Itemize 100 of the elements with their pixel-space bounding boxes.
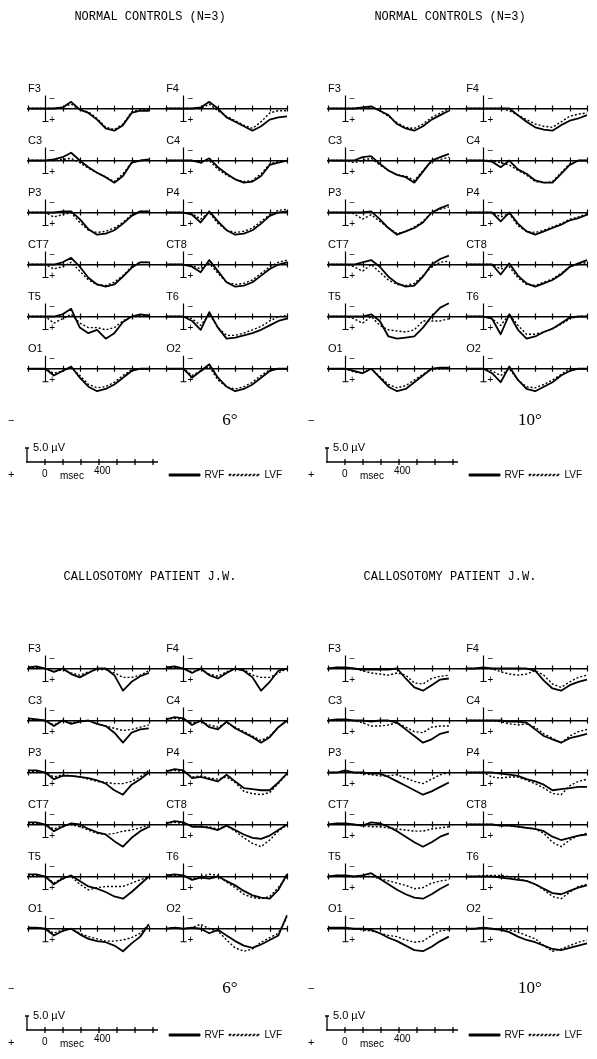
annotation: +	[49, 882, 56, 894]
text: 5.0 µV	[33, 441, 66, 453]
text: F3	[328, 81, 341, 94]
text: 400	[394, 1033, 411, 1044]
legend-label: LVF	[564, 468, 583, 480]
annotation: +	[349, 218, 356, 230]
text: T5	[28, 849, 41, 862]
annotation: −	[49, 249, 56, 261]
text: −	[487, 861, 494, 873]
text: −	[49, 809, 56, 821]
text: −	[8, 414, 15, 426]
text: −	[49, 861, 56, 873]
text: 400	[94, 1033, 111, 1044]
text: −	[187, 653, 194, 665]
text: CT7	[28, 797, 49, 810]
annotation: −	[49, 145, 56, 157]
text: NORMAL CONTROLS (N=3)	[73, 10, 227, 24]
annotation: −	[487, 249, 494, 261]
text: −	[187, 197, 194, 209]
text: −	[487, 705, 494, 717]
annotation: +	[187, 374, 194, 386]
annotation: −	[487, 301, 494, 313]
annotation: −	[49, 353, 56, 365]
text: NORMAL CONTROLS (N=3)	[373, 10, 527, 24]
annotation: +	[349, 830, 356, 842]
annotation: −	[187, 249, 194, 261]
annotation: +	[187, 778, 194, 790]
annotation: +	[187, 674, 194, 686]
text: −	[487, 913, 494, 925]
text: −	[349, 93, 356, 105]
annotation: +	[349, 270, 356, 282]
annotation: +	[187, 114, 194, 126]
legend-label: RVF	[504, 1028, 525, 1040]
text: CALLOSOTOMY PATIENT J.W.	[362, 570, 538, 584]
text: F4	[166, 641, 179, 654]
text: O1	[28, 341, 43, 354]
text: −	[308, 982, 315, 994]
text: T5	[28, 289, 41, 302]
text: 10°	[517, 978, 543, 998]
text: −	[349, 861, 356, 873]
legend-label: RVF	[204, 468, 225, 480]
text: O2	[166, 341, 181, 354]
annotation: −	[187, 145, 194, 157]
text: CT7	[328, 237, 349, 250]
text: −	[187, 809, 194, 821]
annotation: +	[49, 114, 56, 126]
text: −	[487, 653, 494, 665]
text: T6	[166, 849, 179, 862]
text: CT8	[166, 797, 187, 810]
text: T6	[466, 849, 479, 862]
annotation: +	[49, 374, 56, 386]
text: 6°	[221, 410, 239, 430]
annotation: +	[487, 114, 494, 126]
annotation: +	[487, 322, 494, 334]
text: P3	[28, 185, 42, 198]
text: O1	[328, 901, 343, 914]
annotation: +	[49, 218, 56, 230]
annotation: +	[487, 882, 494, 894]
annotation: −	[187, 301, 194, 313]
text: F4	[466, 641, 479, 654]
text: CT8	[166, 237, 187, 250]
annotation: −	[349, 301, 356, 313]
annotation: −	[187, 93, 194, 105]
text: P4	[166, 185, 180, 198]
text: 0	[42, 1036, 48, 1047]
text: −	[187, 861, 194, 873]
legend-label: LVF	[264, 1028, 283, 1040]
text: 400	[394, 465, 411, 476]
annotation: −	[487, 197, 494, 209]
text: −	[349, 757, 356, 769]
annotation: −	[49, 301, 56, 313]
annotation: +	[187, 882, 194, 894]
text: −	[349, 653, 356, 665]
text: CT7	[28, 237, 49, 250]
annotation: −	[187, 913, 194, 925]
text: T6	[466, 289, 479, 302]
text: 10°	[517, 410, 543, 430]
text: 0	[342, 468, 348, 479]
annotation: −	[487, 145, 494, 157]
annotation: +	[49, 830, 56, 842]
annotation: +	[349, 114, 356, 126]
annotation: +	[187, 830, 194, 842]
text: −	[487, 93, 494, 105]
text: O1	[328, 341, 343, 354]
text: O1	[28, 901, 43, 914]
annotation: +	[487, 374, 494, 386]
annotation: +	[349, 934, 356, 946]
text: 0	[42, 468, 48, 479]
text: −	[49, 705, 56, 717]
text: O2	[466, 901, 481, 914]
text: C4	[466, 133, 481, 146]
text: 0	[342, 1036, 348, 1047]
annotation: +	[487, 934, 494, 946]
text: P3	[28, 745, 42, 758]
text: +	[308, 468, 315, 480]
text: CALLOSOTOMY PATIENT J.W.	[62, 570, 238, 584]
annotation: +	[49, 726, 56, 738]
text: −	[487, 353, 494, 365]
annotation: +	[49, 674, 56, 686]
text: msec	[360, 1038, 384, 1049]
